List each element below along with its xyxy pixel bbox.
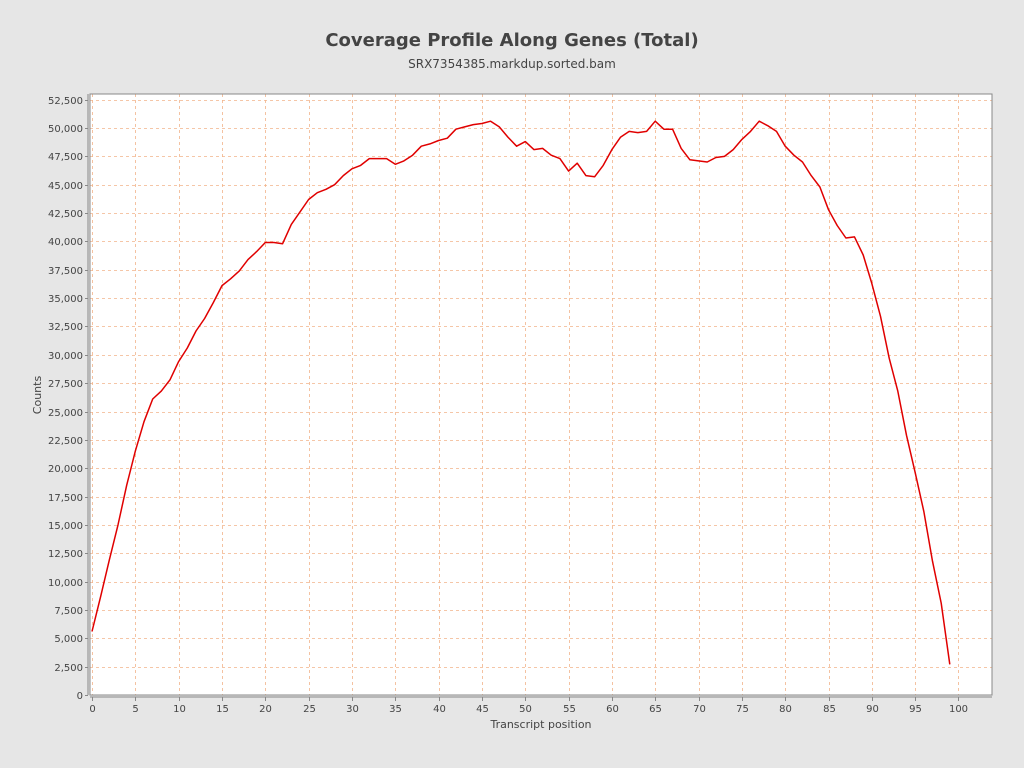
y-tick-label: 40,000 (48, 237, 83, 248)
y-tick-label: 10,000 (48, 578, 83, 589)
y-tick-label: 42,500 (48, 209, 83, 220)
y-tick-label: 27,500 (48, 379, 83, 390)
y-tick-label: 20,000 (48, 464, 83, 475)
y-tick-label: 22,500 (48, 436, 83, 447)
x-tick-label: 5 (132, 704, 138, 715)
coverage-series-line (91, 120, 951, 665)
series-layer (91, 120, 951, 665)
y-tick-label: 47,500 (48, 152, 83, 163)
x-tick-label: 85 (823, 704, 836, 715)
plot-area (90, 94, 992, 695)
x-tick-label: 75 (736, 704, 749, 715)
y-tick-label: 2,500 (54, 663, 83, 674)
x-tick-label: 90 (866, 704, 879, 715)
x-tick-label: 50 (519, 704, 532, 715)
x-tick-label: 0 (89, 704, 95, 715)
y-tick-label: 0 (77, 691, 83, 702)
x-tick-label: 100 (949, 704, 968, 715)
x-tick-label: 65 (649, 704, 662, 715)
y-tick-label: 52,500 (48, 96, 83, 107)
x-tick-label: 30 (346, 704, 359, 715)
axes: 0 2,500 5,000 7,500 10,000 12,500 15,000 17,500… (48, 94, 992, 715)
y-tick-label: 30,000 (48, 351, 83, 362)
y-tick-label: 15,000 (48, 521, 83, 532)
x-tick-label: 25 (303, 704, 316, 715)
x-axis-label: Transcript position (489, 718, 591, 731)
y-tick-label: 50,000 (48, 124, 83, 135)
plot-border (89, 93, 993, 696)
x-tick-label: 60 (606, 704, 619, 715)
y-tick-label: 12,500 (48, 549, 83, 560)
y-tick-label: 37,500 (48, 266, 83, 277)
y-tick-label: 45,000 (48, 181, 83, 192)
x-tick-label: 95 (909, 704, 922, 715)
x-tick-label: 15 (216, 704, 229, 715)
y-tick-label: 35,000 (48, 294, 83, 305)
y-tick-label: 5,000 (54, 634, 83, 645)
x-tick-label: 35 (389, 704, 402, 715)
y-tick-label: 25,000 (48, 408, 83, 419)
x-tick-label: 45 (476, 704, 489, 715)
y-tick-label: 17,500 (48, 493, 83, 504)
x-tick-label: 55 (563, 704, 576, 715)
chart-subtitle: SRX7354385.markdup.sorted.bam (408, 57, 616, 71)
x-tick-label: 20 (259, 704, 272, 715)
x-tick-label: 10 (173, 704, 186, 715)
chart-title: Coverage Profile Along Genes (Total) (325, 30, 699, 51)
x-tick-label: 70 (693, 704, 706, 715)
y-tick-label: 7,500 (54, 606, 83, 617)
x-tick-label: 40 (433, 704, 446, 715)
y-axis-label: Counts (31, 376, 44, 415)
x-tick-label: 80 (779, 704, 792, 715)
y-tick-label: 32,500 (48, 322, 83, 333)
